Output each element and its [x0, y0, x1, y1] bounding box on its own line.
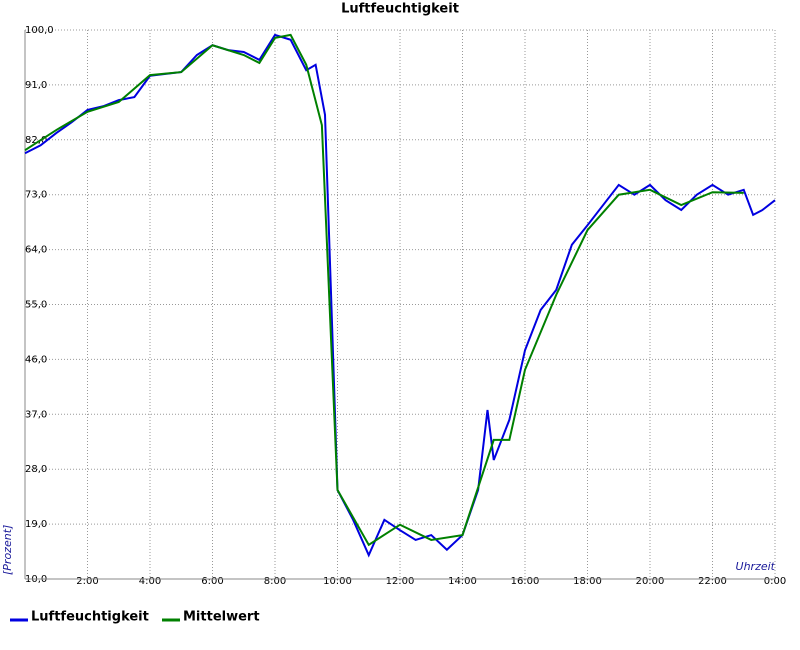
y-axis-label: [Prozent] [1, 525, 14, 575]
y-tick-label: 28,0 [25, 464, 47, 475]
chart-title: Luftfeuchtigkeit [341, 2, 459, 17]
x-tick-label: 12:00 [386, 576, 415, 587]
x-tick-label: 6:00 [201, 576, 223, 587]
x-tick-label: 8:00 [264, 576, 286, 587]
y-tick-label: 19,0 [25, 519, 47, 530]
x-axis-label: Uhrzeit [736, 560, 776, 573]
x-tick-label: 10:00 [323, 576, 352, 587]
y-tick-label: 46,0 [25, 354, 47, 365]
x-tick-label: 20:00 [636, 576, 665, 587]
y-tick-label: 100,0 [25, 25, 54, 36]
legend-label: Luftfeuchtigkeit [31, 610, 149, 625]
y-tick-label: 64,0 [25, 245, 47, 256]
data-line [24, 33, 744, 547]
y-tick-label: 55,0 [25, 300, 47, 311]
x-tick-label: 22:00 [698, 576, 727, 587]
x-tick-label: 2:00 [76, 576, 98, 587]
y-tick-label: 37,0 [25, 409, 47, 420]
x-tick-label: 18:00 [573, 576, 602, 587]
x-tick-label: 4:00 [139, 576, 161, 587]
y-tick-label: 73,0 [25, 190, 47, 201]
x-tick-label: 0:00 [764, 576, 786, 587]
x-tick-label: 16:00 [511, 576, 540, 587]
y-tick-label: 82,0 [25, 135, 47, 146]
legend-label: Mittelwert [183, 610, 260, 625]
x-tick-label: 14:00 [448, 576, 477, 587]
y-tick-label: 91,0 [25, 80, 47, 91]
